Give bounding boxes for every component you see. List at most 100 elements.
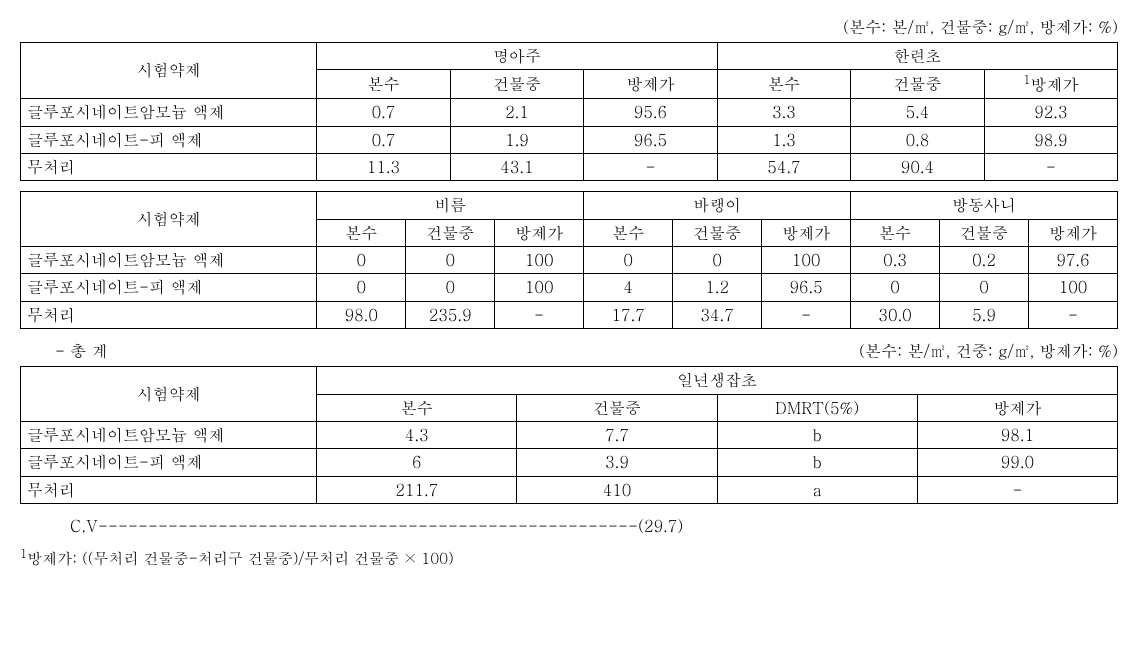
subheader: 본수	[317, 219, 406, 246]
row-label: 글루포시네이트암모늄 액제	[21, 422, 317, 449]
cell: 410	[517, 476, 717, 503]
footnote-text: 방제가: ((무처리 건물중-처리구 건물중)/무처리 건물중 × 100)	[27, 548, 454, 569]
cell: 0	[940, 274, 1029, 301]
cell: b	[717, 422, 917, 449]
table-row: 무처리 98.0 235.9 - 17.7 34.7 - 30.0 5.9 -	[21, 301, 1118, 328]
table-row: 글루포시네이트암모늄 액제 0.7 2.1 95.6 3.3 5.4 92.3	[21, 99, 1118, 126]
cv-line: C.V-------------------------------------…	[70, 514, 1118, 537]
cell: -	[984, 153, 1117, 180]
cell: -	[1029, 301, 1118, 328]
cell: 98.0	[317, 301, 406, 328]
cell: 0.8	[851, 126, 985, 153]
cell: 98.1	[917, 422, 1117, 449]
cell: a	[717, 476, 917, 503]
row-label: 글루포시네이트-피 액제	[21, 449, 317, 476]
row-label: 글루포시네이트암모늄 액제	[21, 247, 317, 274]
cell: 100	[495, 247, 584, 274]
cell: 98.9	[984, 126, 1117, 153]
cell: 0.7	[317, 126, 451, 153]
cell: 0.7	[317, 99, 451, 126]
cell: 3.3	[717, 99, 851, 126]
table-2: 시험약제 비름 바랭이 방동사니 본수 건물중 방제가 본수 건물중 방제가 본…	[20, 191, 1118, 329]
header-agent: 시험약제	[21, 367, 317, 422]
cell: 34.7	[673, 301, 762, 328]
section-total-label: - 총 계	[20, 339, 108, 362]
cell: -	[762, 301, 851, 328]
table-row: 무처리 11.3 43.1 - 54.7 90.4 -	[21, 153, 1118, 180]
cell: 95.6	[584, 99, 718, 126]
subheader: 본수	[584, 219, 673, 246]
table-3: 시험약제 일년생잡초 본수 건물중 DMRT(5%) 방제가 글루포시네이트암모…	[20, 366, 1118, 504]
cell: 0	[406, 247, 495, 274]
row-label: 무처리	[21, 153, 317, 180]
footnote: 1방제가: ((무처리 건물중-처리구 건물중)/무처리 건물중 × 100)	[20, 545, 1118, 569]
cell: 96.5	[762, 274, 851, 301]
group-1: 명아주	[317, 43, 718, 70]
group-3: 방동사니	[851, 192, 1118, 219]
cell: 211.7	[317, 476, 517, 503]
cell: 2.1	[450, 99, 584, 126]
cell: b	[717, 449, 917, 476]
cell: 92.3	[984, 99, 1117, 126]
cell: 6	[317, 449, 517, 476]
subheader-last: 1방제가	[984, 70, 1117, 99]
subheader: 건물중	[450, 70, 584, 99]
cell: 5.9	[940, 301, 1029, 328]
subheader: 건물중	[406, 219, 495, 246]
cell: 3.9	[517, 449, 717, 476]
subheader: 본수	[851, 219, 940, 246]
cell: 100	[762, 247, 851, 274]
subheader: 방제가	[1029, 219, 1118, 246]
cell: 0	[317, 247, 406, 274]
cell: 17.7	[584, 301, 673, 328]
subheader: 방제가	[495, 219, 584, 246]
cell: 0.2	[940, 247, 1029, 274]
subheader: 방제가	[917, 394, 1117, 421]
cell: 11.3	[317, 153, 451, 180]
cell: 30.0	[851, 301, 940, 328]
group-2: 한련초	[717, 43, 1117, 70]
row-label: 글루포시네이트암모늄 액제	[21, 99, 317, 126]
subheader: 본수	[317, 394, 517, 421]
group-2: 바랭이	[584, 192, 851, 219]
cell: 1.3	[717, 126, 851, 153]
row-label: 무처리	[21, 476, 317, 503]
table-row: 글루포시네이트암모늄 액제 4.3 7.7 b 98.1	[21, 422, 1118, 449]
subheader: 방제가	[762, 219, 851, 246]
cell: 1.9	[450, 126, 584, 153]
cell: 0	[317, 274, 406, 301]
row-label: 무처리	[21, 301, 317, 328]
cell: 100	[495, 274, 584, 301]
table-row: 글루포시네이트-피 액제 0.7 1.9 96.5 1.3 0.8 98.9	[21, 126, 1118, 153]
subheader: 본수	[717, 70, 851, 99]
subheader: 방제가	[584, 70, 718, 99]
cell: -	[584, 153, 718, 180]
cell: -	[495, 301, 584, 328]
cell: 4.3	[317, 422, 517, 449]
row-label: 글루포시네이트-피 액제	[21, 274, 317, 301]
cell: 0	[406, 274, 495, 301]
header-agent: 시험약제	[21, 192, 317, 247]
cell: 0	[673, 247, 762, 274]
cell: 96.5	[584, 126, 718, 153]
subheader: 건물중	[517, 394, 717, 421]
cell: 0	[851, 274, 940, 301]
subheader: 건물중	[940, 219, 1029, 246]
subheader: 건물중	[673, 219, 762, 246]
cell: 100	[1029, 274, 1118, 301]
table-row: 글루포시네이트암모늄 액제 0 0 100 0 0 100 0.3 0.2 97…	[21, 247, 1118, 274]
cell: 99.0	[917, 449, 1117, 476]
cell: 54.7	[717, 153, 851, 180]
group-1: 일년생잡초	[317, 367, 1118, 394]
cell: 0	[584, 247, 673, 274]
section-total-header: - 총 계 (본수: 본/㎡, 건중: g/㎡, 방제가: %)	[20, 339, 1118, 362]
header-agent: 시험약제	[21, 43, 317, 99]
unit-note-1: (본수: 본/㎡, 건물중: g/㎡, 방제가: %)	[20, 15, 1118, 38]
cell: -	[917, 476, 1117, 503]
table-row: 글루포시네이트-피 액제 6 3.9 b 99.0	[21, 449, 1118, 476]
table-row: 글루포시네이트-피 액제 0 0 100 4 1.2 96.5 0 0 100	[21, 274, 1118, 301]
table-row: 무처리 211.7 410 a -	[21, 476, 1118, 503]
cv-value: (29.7)	[638, 514, 683, 537]
cell: 7.7	[517, 422, 717, 449]
cell: 235.9	[406, 301, 495, 328]
